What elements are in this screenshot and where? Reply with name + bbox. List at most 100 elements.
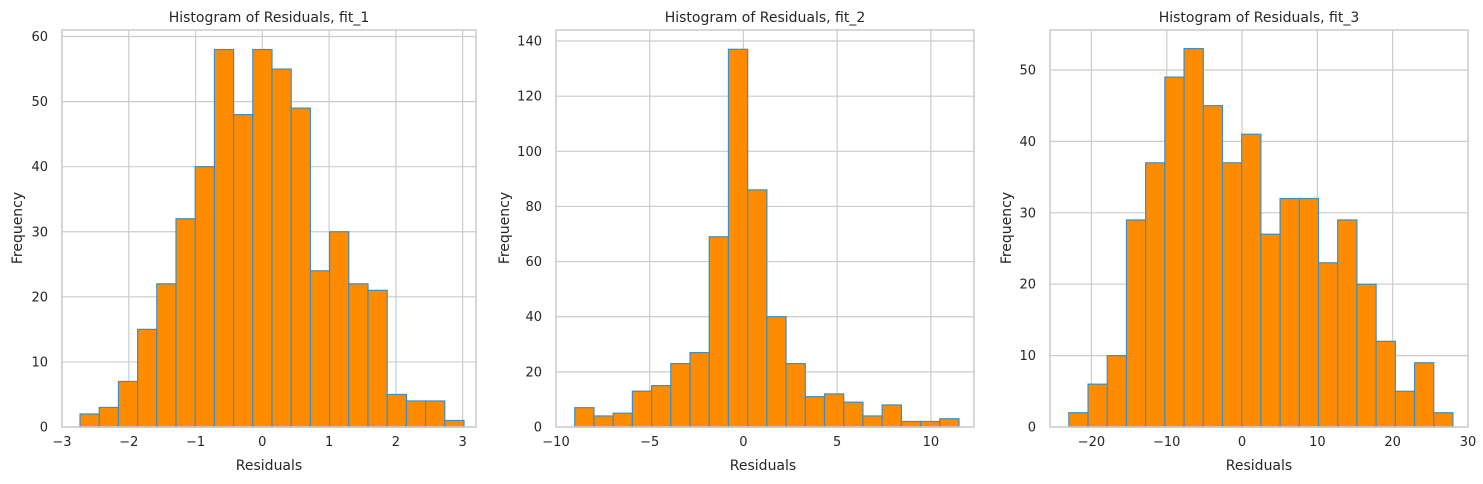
- bars-fit-3: [1068, 47, 1454, 428]
- histogram-bar: [137, 328, 158, 428]
- y-tick-label: 10: [1019, 349, 1036, 364]
- axes-frame-fit-1: [61, 29, 477, 428]
- histogram-bar: [612, 412, 633, 428]
- histogram-bar: [444, 419, 465, 428]
- histogram-bar: [708, 236, 730, 428]
- histogram-bar: [1413, 362, 1435, 428]
- histogram-bar: [939, 418, 960, 428]
- x-tick-label: −10: [542, 435, 569, 450]
- y-tick-label: 140: [517, 35, 542, 50]
- x-tick-label: −1: [186, 435, 205, 450]
- x-tick-label: 5: [833, 435, 841, 450]
- histogram-bar: [670, 362, 691, 428]
- histogram-bar: [823, 393, 845, 428]
- histogram-bar: [328, 231, 350, 428]
- histogram-bar: [785, 362, 806, 428]
- histogram-bar: [348, 283, 369, 428]
- histogram-bar: [1221, 162, 1243, 428]
- x-tick-label: −20: [1078, 435, 1105, 450]
- x-tick-label: −3: [52, 435, 71, 450]
- y-tick-label: 20: [31, 290, 48, 305]
- histogram-bar: [79, 413, 100, 428]
- chart-title-fit-3: Histogram of Residuals, fit_3: [1159, 10, 1360, 26]
- y-tick-label: 40: [31, 160, 48, 175]
- histogram-bar: [386, 393, 407, 428]
- histogram-bar: [727, 48, 749, 428]
- x-tick-label: −10: [1153, 435, 1180, 450]
- histogram-bar: [290, 107, 312, 428]
- histogram-bar: [1337, 219, 1358, 428]
- histogram-bar: [593, 415, 614, 428]
- histogram-bar: [1125, 219, 1147, 428]
- histogram-bar: [1106, 354, 1128, 428]
- histogram-bar: [213, 48, 235, 428]
- axes-frame-fit-3: [1049, 29, 1469, 428]
- ticks-fit-3: −20 −10 0 10 20 30 0 10 20 30 40 50: [1019, 63, 1476, 450]
- histogram-bar: [881, 404, 902, 428]
- y-axis-label-fit-1: Frequency: [10, 192, 26, 264]
- y-tick-label: 50: [31, 95, 48, 110]
- x-tick-label: 10: [923, 435, 940, 450]
- x-tick-label: 10: [1309, 435, 1326, 450]
- y-tick-label: 60: [525, 255, 542, 270]
- histogram-bar: [689, 351, 710, 428]
- histogram-bar: [574, 407, 595, 428]
- x-axis-label-fit-3: Residuals: [1226, 458, 1292, 474]
- chart-title-fit-1: Histogram of Residuals, fit_1: [169, 10, 370, 26]
- histogram-bar: [843, 401, 864, 428]
- histogram-bar: [233, 114, 254, 428]
- histogram-bar: [1202, 105, 1224, 428]
- y-tick-label: 50: [1019, 63, 1036, 78]
- histogram-bar: [631, 390, 653, 428]
- y-tick-label: 0: [40, 421, 48, 436]
- histogram-bar: [1317, 262, 1339, 428]
- histogram-bar: [98, 406, 120, 428]
- histogram-bar: [900, 420, 922, 428]
- x-tick-label: 0: [739, 435, 747, 450]
- x-tick-label: 1: [325, 435, 333, 450]
- histogram-bar: [271, 68, 292, 428]
- histogram-bar: [1087, 383, 1108, 428]
- x-tick-label: 2: [392, 435, 400, 450]
- histogram-bar: [1241, 133, 1262, 428]
- histogram-bar: [919, 420, 941, 428]
- histogram-bar: [1183, 47, 1204, 428]
- y-tick-label: 100: [517, 145, 542, 160]
- histogram-bar: [1375, 340, 1396, 428]
- axes-frame-fit-2: [555, 29, 975, 428]
- histogram-bar: [405, 400, 427, 428]
- histogram-bar: [1145, 162, 1166, 428]
- histogram-bar: [309, 270, 331, 428]
- histogram-bar: [194, 166, 216, 428]
- histogram-bar: [1260, 233, 1281, 428]
- y-tick-label: 0: [534, 421, 542, 436]
- histogram-bar: [650, 385, 672, 428]
- y-tick-label: 30: [1019, 206, 1036, 221]
- histogram-bar: [747, 189, 768, 428]
- y-tick-label: 80: [525, 200, 542, 215]
- x-tick-label: 30: [1460, 435, 1477, 450]
- panel-fit-3: −20 −10 0 10 20 30 0 10 20 30 40 50 Histogram of Re…: [999, 10, 1476, 474]
- y-tick-label: 60: [31, 30, 48, 45]
- histogram-bar: [117, 380, 139, 428]
- y-tick-label: 20: [525, 365, 542, 380]
- bars-fit-1: [79, 48, 465, 428]
- x-tick-label: −5: [640, 435, 659, 450]
- chart-title-fit-2: Histogram of Residuals, fit_2: [665, 10, 866, 26]
- y-axis-label-fit-2: Frequency: [497, 192, 513, 264]
- histogram-bar: [1356, 283, 1377, 428]
- histogram-bar: [1298, 197, 1320, 428]
- y-axis-label-fit-3: Frequency: [999, 192, 1015, 264]
- histogram-bar: [156, 283, 177, 428]
- histogram-bar: [1068, 412, 1089, 428]
- histogram-bar: [175, 218, 196, 428]
- x-axis-label-fit-1: Residuals: [236, 458, 302, 474]
- histogram-bar: [862, 415, 883, 428]
- histogram-bar: [804, 396, 826, 428]
- x-tick-label: 0: [1238, 435, 1246, 450]
- y-tick-label: 30: [31, 225, 48, 240]
- histogram-bar: [424, 400, 446, 428]
- histogram-bar: [1394, 390, 1416, 428]
